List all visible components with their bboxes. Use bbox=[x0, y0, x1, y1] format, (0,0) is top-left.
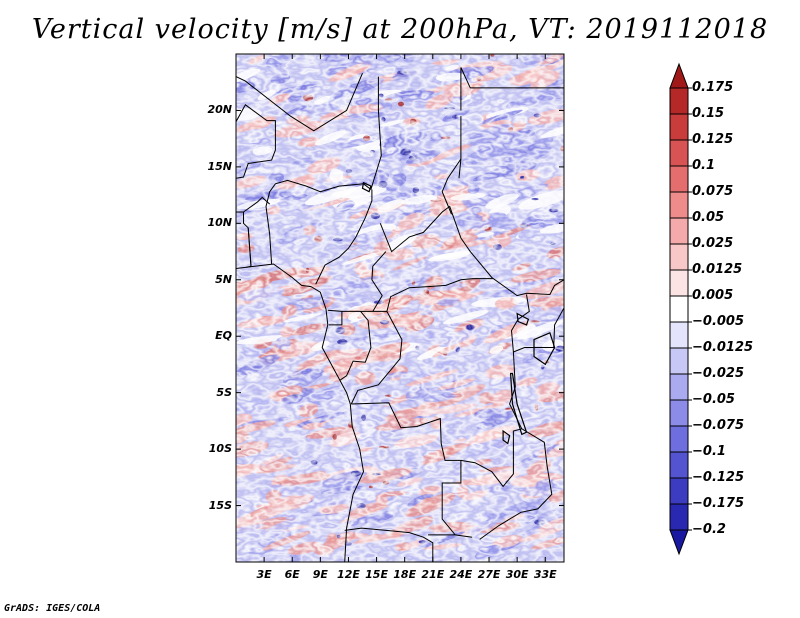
chart-title: Vertical velocity [m/s] at 200hPa, VT: 2… bbox=[31, 14, 769, 45]
lon-label: 9E bbox=[312, 568, 328, 581]
colorbar-segment bbox=[669, 373, 689, 401]
field-texture bbox=[236, 54, 564, 562]
colorbar-label: −0.005 bbox=[692, 314, 745, 329]
lon-label: 12E bbox=[337, 568, 360, 581]
lon-label: 3E bbox=[256, 568, 272, 581]
colorbar-segment bbox=[669, 191, 689, 219]
border-line bbox=[339, 311, 372, 381]
colorbar-label: 0.175 bbox=[692, 80, 734, 95]
lat-label: 15S bbox=[208, 498, 232, 512]
border-line bbox=[350, 311, 403, 405]
lat-label: 10N bbox=[207, 216, 232, 230]
lat-label: 20N bbox=[207, 103, 232, 117]
colorbar-segment bbox=[669, 165, 689, 193]
colorbar-segment bbox=[669, 87, 689, 115]
colorbar-segment bbox=[669, 139, 689, 167]
colorbar-label: 0.125 bbox=[692, 132, 734, 147]
colorbar-top-triangle bbox=[669, 62, 689, 89]
colorbar-segment bbox=[669, 217, 689, 245]
colorbar-label: 0.025 bbox=[692, 236, 734, 251]
lake-outline bbox=[533, 331, 556, 366]
lake-outline bbox=[361, 181, 372, 193]
colorbar-label: −0.075 bbox=[692, 418, 745, 433]
border-line bbox=[246, 227, 252, 268]
lon-label: 27E bbox=[477, 568, 501, 581]
lon-label: 33E bbox=[533, 568, 557, 581]
colorbar-segment bbox=[669, 269, 689, 297]
border-line bbox=[344, 527, 434, 562]
colorbar-label: −0.025 bbox=[692, 366, 745, 381]
border-line bbox=[236, 104, 276, 179]
colorbar bbox=[669, 62, 692, 556]
colorbar-label: 0.0125 bbox=[692, 262, 743, 277]
border-line bbox=[441, 158, 462, 215]
colorbar-segment bbox=[669, 113, 689, 141]
lon-label: 15E bbox=[365, 568, 388, 581]
map-frame bbox=[235, 53, 565, 563]
colorbar-segment bbox=[669, 295, 689, 323]
colorbar-label: −0.175 bbox=[692, 496, 745, 511]
colorbar-bottom-triangle bbox=[669, 529, 689, 556]
lat-label: 10S bbox=[208, 442, 232, 456]
lake-outline bbox=[509, 372, 528, 436]
lake-outline bbox=[502, 429, 511, 445]
colorbar-label: −0.1 bbox=[692, 444, 726, 459]
colorbar-segment bbox=[669, 477, 689, 505]
colorbar-segment bbox=[669, 243, 689, 271]
colorbar-segment bbox=[669, 399, 689, 427]
colorbar-label: 0.05 bbox=[692, 210, 725, 225]
border-line bbox=[351, 402, 473, 538]
border-line bbox=[243, 196, 271, 213]
colorbar-label: −0.0125 bbox=[692, 340, 754, 355]
border-line bbox=[370, 76, 382, 190]
border-line bbox=[460, 67, 564, 111]
lat-label: 5S bbox=[216, 385, 232, 399]
border-line bbox=[327, 278, 493, 312]
lon-label: 30E bbox=[505, 568, 529, 581]
vertical-velocity-field bbox=[236, 54, 564, 562]
lon-label: 6E bbox=[284, 568, 300, 581]
border-line bbox=[460, 428, 522, 488]
colorbar-label: 0.005 bbox=[692, 288, 734, 303]
lon-label: 24E bbox=[449, 568, 473, 581]
border-line bbox=[315, 189, 373, 285]
colorbar-label: 0.1 bbox=[692, 158, 716, 173]
colorbar-label: −0.2 bbox=[692, 522, 726, 537]
border-line bbox=[379, 205, 564, 297]
colorbar-label: 0.15 bbox=[692, 106, 725, 121]
border-line bbox=[371, 251, 387, 312]
border-line bbox=[513, 307, 564, 353]
lon-label: 18E bbox=[393, 568, 417, 581]
colorbar-label: −0.05 bbox=[692, 392, 735, 407]
colorbar-segment bbox=[669, 451, 689, 479]
lat-label: EQ bbox=[215, 329, 232, 343]
axis-ticks bbox=[236, 54, 564, 562]
colorbar-label: −0.125 bbox=[692, 470, 745, 485]
colorbar-label: 0.075 bbox=[692, 184, 734, 199]
border-line bbox=[328, 311, 343, 326]
colorbar-segment bbox=[669, 321, 689, 349]
lon-label: 21E bbox=[421, 568, 445, 581]
colorbar-segment bbox=[669, 425, 689, 453]
border-line bbox=[479, 351, 553, 540]
country-borders bbox=[236, 67, 564, 562]
grads-credit: GrADS: IGES/COLA bbox=[4, 603, 101, 614]
colorbar-segment bbox=[669, 503, 689, 531]
border-line bbox=[265, 179, 372, 265]
border-line bbox=[458, 116, 462, 179]
lat-label: 15N bbox=[207, 159, 232, 173]
lake-outline bbox=[516, 312, 530, 326]
colorbar-segment bbox=[669, 347, 689, 375]
lat-label: 5N bbox=[215, 272, 232, 286]
border-line bbox=[236, 73, 363, 132]
border-line bbox=[236, 263, 365, 562]
